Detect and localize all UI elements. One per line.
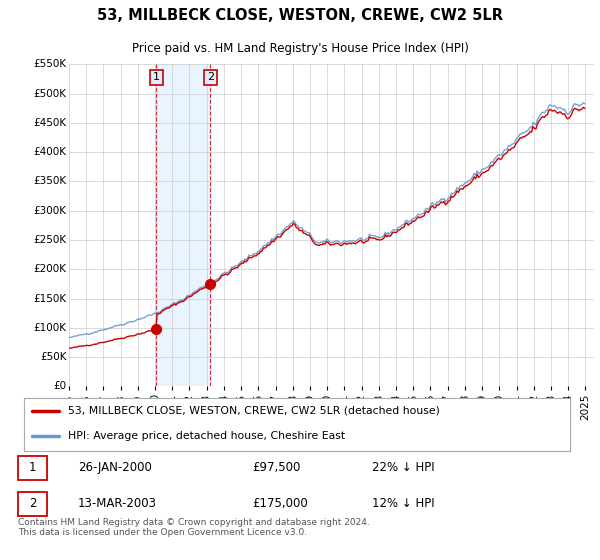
Text: Price paid vs. HM Land Registry's House Price Index (HPI): Price paid vs. HM Land Registry's House …: [131, 42, 469, 55]
Text: £400K: £400K: [34, 147, 67, 157]
Text: £450K: £450K: [33, 118, 67, 128]
Text: £200K: £200K: [34, 264, 67, 274]
Text: 53, MILLBECK CLOSE, WESTON, CREWE, CW2 5LR (detached house): 53, MILLBECK CLOSE, WESTON, CREWE, CW2 5…: [68, 406, 440, 416]
Text: £0: £0: [53, 381, 67, 391]
Text: Contains HM Land Registry data © Crown copyright and database right 2024.
This d: Contains HM Land Registry data © Crown c…: [18, 518, 370, 538]
Bar: [156, 64, 211, 386]
Text: 13-MAR-2003: 13-MAR-2003: [78, 497, 157, 510]
Text: 2: 2: [29, 497, 36, 510]
Text: 1: 1: [29, 461, 36, 474]
Text: £175,000: £175,000: [252, 497, 308, 510]
Text: £97,500: £97,500: [252, 461, 301, 474]
Text: 12% ↓ HPI: 12% ↓ HPI: [372, 497, 434, 510]
Text: £350K: £350K: [33, 176, 67, 186]
Text: £550K: £550K: [33, 59, 67, 69]
Text: £50K: £50K: [40, 352, 67, 362]
Text: £250K: £250K: [33, 235, 67, 245]
Text: £100K: £100K: [34, 323, 67, 333]
Text: 1: 1: [153, 72, 160, 82]
Bar: [18, 455, 47, 480]
Text: £150K: £150K: [33, 293, 67, 304]
Bar: [18, 492, 47, 516]
Text: 22% ↓ HPI: 22% ↓ HPI: [372, 461, 434, 474]
Text: £500K: £500K: [34, 88, 67, 99]
Text: 2: 2: [207, 72, 214, 82]
Text: 26-JAN-2000: 26-JAN-2000: [78, 461, 152, 474]
Text: HPI: Average price, detached house, Cheshire East: HPI: Average price, detached house, Ches…: [68, 431, 345, 441]
Text: 53, MILLBECK CLOSE, WESTON, CREWE, CW2 5LR: 53, MILLBECK CLOSE, WESTON, CREWE, CW2 5…: [97, 8, 503, 24]
Text: £300K: £300K: [34, 206, 67, 216]
